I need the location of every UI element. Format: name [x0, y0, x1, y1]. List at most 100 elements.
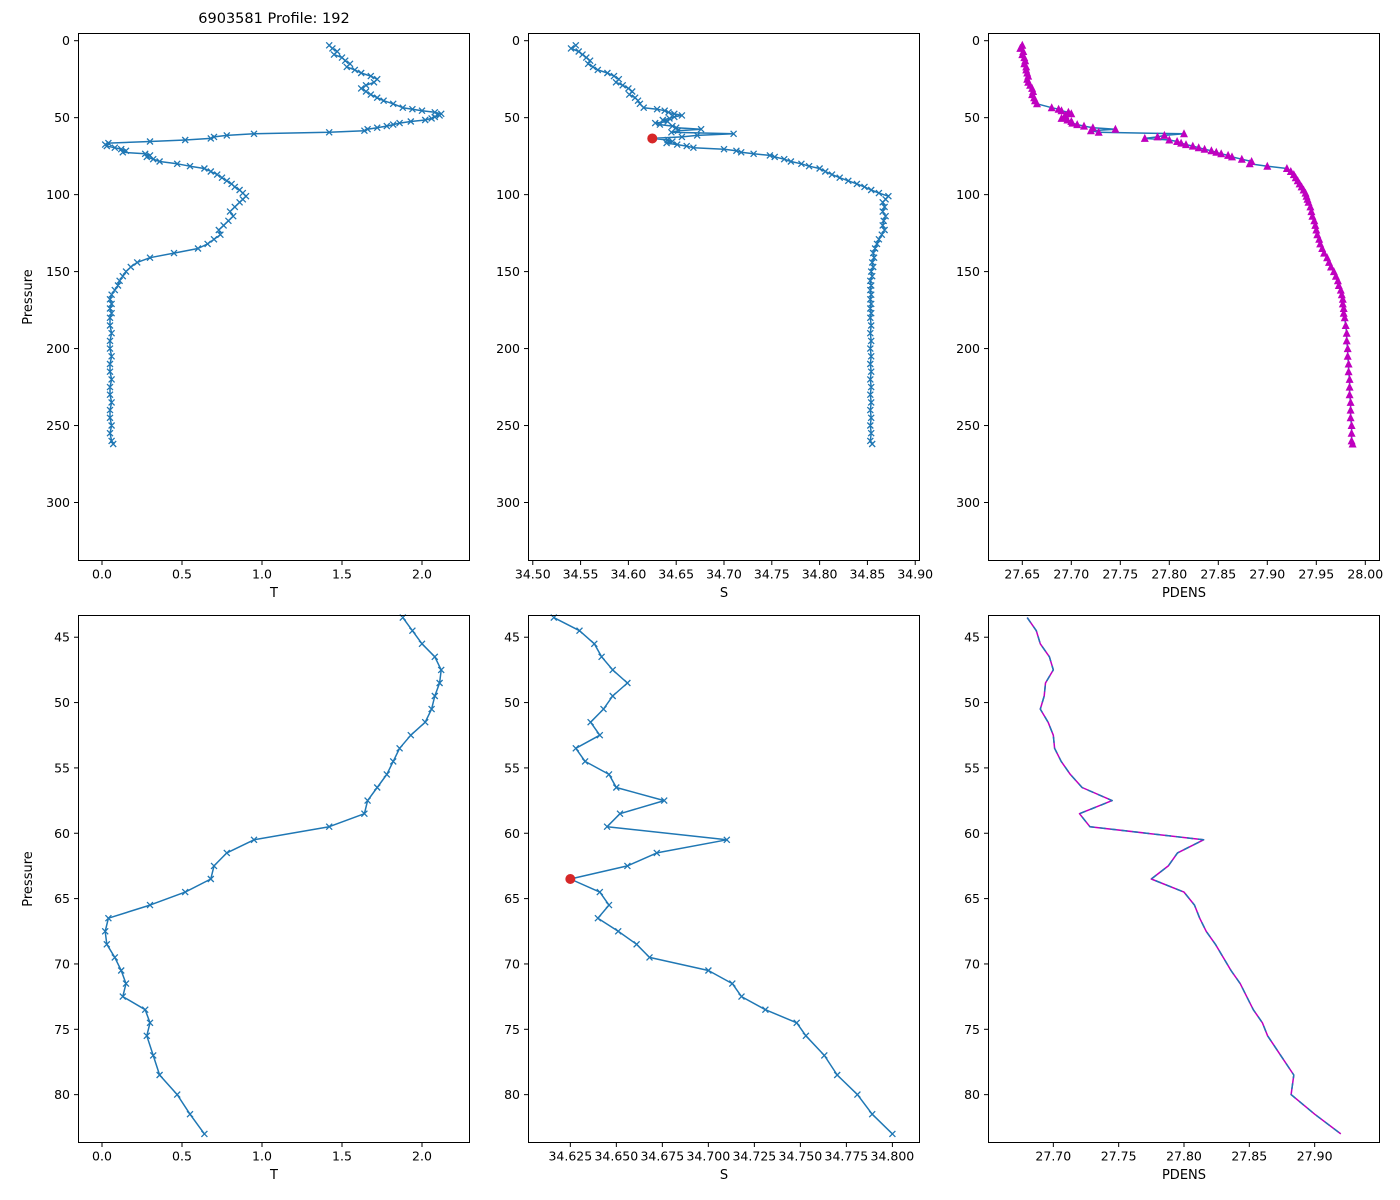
x-tick-label: 27.80 — [1151, 567, 1187, 582]
y-axis-label: Pressure — [21, 269, 36, 325]
x-axis-label: T — [269, 586, 278, 601]
y-tick-label: 0 — [62, 33, 70, 48]
chart-svg-s-zoom: 34.625 34.650 34.675 34.700 34.725 34.750 34.7… — [504, 614, 920, 1183]
x-axis-label: S — [720, 586, 728, 601]
x-axis-label: PDENS — [1162, 586, 1206, 601]
x-tick-label: 34.85 — [850, 567, 886, 582]
series-line-PDENS-line — [1019, 44, 1354, 445]
y-tick-label: 50 — [54, 110, 70, 125]
x-axis-label: PDENS — [1162, 1168, 1206, 1183]
x-tick-label: 27.70 — [1053, 567, 1089, 582]
chart-t-zoom: 0.0 0.5 1.0 1.5 2.0 45 50 55 60 65 70 75 80 T Pressure — [21, 614, 470, 1183]
axes-frame — [528, 615, 920, 1143]
series-line-PDENS-solid — [1026, 617, 1342, 1135]
y-tick-label: 65 — [964, 891, 980, 906]
x-tick-label: 27.65 — [1004, 567, 1040, 582]
axes-frame — [78, 33, 470, 561]
chart-s-zoom: 34.625 34.650 34.675 34.700 34.725 34.750 34.7… — [504, 614, 920, 1183]
axes-frame — [78, 615, 470, 1143]
x-tick-label: 1.0 — [252, 1149, 272, 1164]
axes-frame — [988, 615, 1380, 1143]
x-tick-label: 1.0 — [252, 567, 272, 582]
x-axis-label: T — [269, 1168, 278, 1183]
series-markers-S — [550, 614, 896, 1138]
x-tick-label: 28.00 — [1347, 567, 1383, 582]
chart-svg-t-full: 0.0 0.5 1.0 1.5 2.0 0 50 100 150 200 250 300 T Pressu… — [21, 33, 470, 601]
chart-t-full: 0.0 0.5 1.0 1.5 2.0 0 50 100 150 200 250 300 T Pressu… — [21, 33, 470, 601]
y-tick-label: 150 — [956, 264, 980, 279]
chart-s-full: 34.50 34.55 34.60 34.65 34.70 34.75 34.80 34.85… — [496, 33, 933, 601]
x-tick-label: 34.70 — [706, 567, 742, 582]
x-tick-label: 34.55 — [563, 567, 599, 582]
x-tick-label: 27.85 — [1200, 567, 1236, 582]
y-tick-label: 300 — [956, 495, 980, 510]
y-tick-label: 80 — [504, 1087, 520, 1102]
x-tick-label: 34.60 — [610, 567, 646, 582]
highlight-point — [565, 874, 576, 884]
axes-frame — [528, 33, 920, 561]
chart-svg-pdens-full: 27.65 27.70 27.75 27.80 27.85 27.90 27.95 28.00… — [956, 33, 1383, 601]
x-tick-label: 34.700 — [686, 1149, 730, 1164]
y-tick-label: 250 — [956, 418, 980, 433]
y-tick-label: 70 — [964, 956, 980, 971]
chart-svg-s-full: 34.50 34.55 34.60 34.65 34.70 34.75 34.80 34.85… — [496, 33, 933, 601]
y-tick-label: 45 — [54, 630, 70, 645]
x-tick-label: 0.0 — [92, 1149, 112, 1164]
x-tick-label: 27.70 — [1035, 1149, 1071, 1164]
x-tick-label: 34.65 — [658, 567, 694, 582]
x-tick-label: 2.0 — [412, 1149, 432, 1164]
y-tick-label: 55 — [54, 760, 70, 775]
chart-svg-t-zoom: 0.0 0.5 1.0 1.5 2.0 45 50 55 60 65 70 75 80 T Pressure — [21, 614, 470, 1183]
y-tick-label: 100 — [496, 187, 520, 202]
y-tick-label: 100 — [956, 187, 980, 202]
x-tick-label: 0.5 — [172, 567, 192, 582]
series-line-S — [570, 44, 890, 445]
y-tick-label: 60 — [54, 826, 70, 841]
y-tick-label: 60 — [964, 826, 980, 841]
x-tick-label: 2.0 — [412, 567, 432, 582]
x-tick-label: 27.75 — [1101, 1149, 1137, 1164]
y-tick-label: 200 — [496, 341, 520, 356]
y-axis-label: Pressure — [21, 851, 36, 907]
y-tick-label: 100 — [46, 187, 70, 202]
series-line-PDENS-dashed — [1026, 617, 1342, 1135]
y-tick-label: 70 — [504, 956, 520, 971]
y-tick-label: 65 — [504, 891, 520, 906]
x-tick-label: 34.750 — [779, 1149, 823, 1164]
series-markers-PDENS-markers — [1016, 40, 1357, 448]
series-markers-T — [101, 41, 445, 448]
x-tick-label: 27.75 — [1102, 567, 1138, 582]
series-markers-S — [567, 41, 892, 448]
y-tick-label: 55 — [504, 760, 520, 775]
x-axis-label: S — [720, 1168, 728, 1183]
x-tick-label: 34.775 — [825, 1149, 869, 1164]
figure-title: 6903581 Profile: 192 — [198, 11, 350, 27]
chart-svg-pdens-zoom: 27.70 27.75 27.80 27.85 27.90 45 50 55 60 65 70 75 8… — [964, 615, 1380, 1183]
x-tick-label: 1.5 — [332, 567, 352, 582]
y-tick-label: 50 — [504, 110, 520, 125]
y-tick-label: 50 — [54, 695, 70, 710]
y-tick-label: 0 — [512, 33, 520, 48]
series-line-T — [104, 617, 442, 1135]
x-tick-label: 0.0 — [92, 567, 112, 582]
x-tick-label: 27.90 — [1249, 567, 1285, 582]
x-tick-label: 0.5 — [172, 1149, 192, 1164]
x-tick-label: 34.625 — [548, 1149, 592, 1164]
x-tick-label: 34.675 — [640, 1149, 684, 1164]
y-tick-label: 45 — [964, 630, 980, 645]
series-line-T — [104, 44, 442, 445]
axes-frame — [988, 33, 1380, 561]
x-tick-label: 27.95 — [1298, 567, 1334, 582]
x-tick-label: 27.85 — [1231, 1149, 1267, 1164]
y-tick-label: 300 — [46, 495, 70, 510]
y-tick-label: 250 — [496, 418, 520, 433]
x-tick-label: 1.5 — [332, 1149, 352, 1164]
chart-pdens-zoom: 27.70 27.75 27.80 27.85 27.90 45 50 55 60 65 70 75 8… — [964, 615, 1380, 1183]
x-tick-label: 27.90 — [1297, 1149, 1333, 1164]
y-tick-label: 250 — [46, 418, 70, 433]
highlight-point — [647, 133, 658, 144]
y-tick-label: 80 — [54, 1087, 70, 1102]
y-tick-label: 200 — [956, 341, 980, 356]
y-tick-label: 150 — [46, 264, 70, 279]
x-tick-label: 34.75 — [754, 567, 790, 582]
